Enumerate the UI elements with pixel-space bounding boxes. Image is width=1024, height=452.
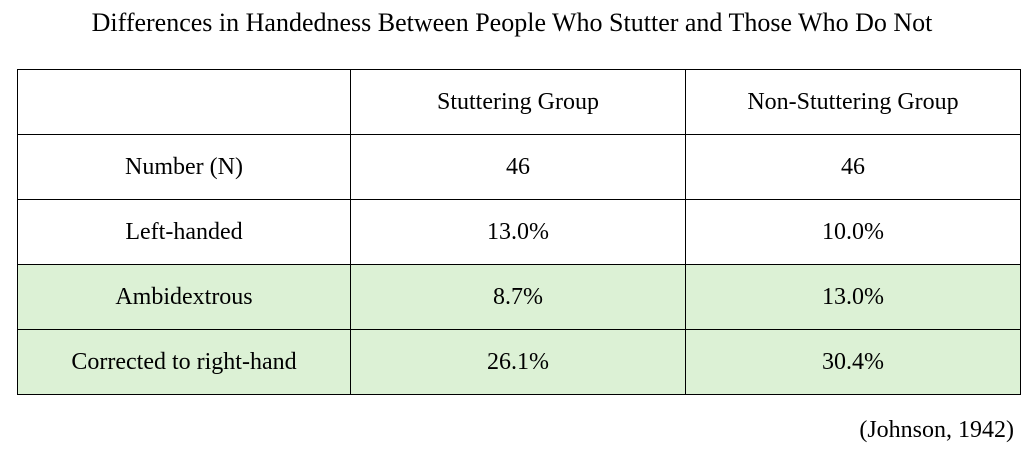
cell-number-non-stuttering: 46 — [685, 134, 1021, 200]
table-row: Number (N) 46 46 — [17, 134, 1021, 200]
handedness-table: Stuttering Group Non-Stuttering Group Nu… — [17, 69, 1021, 395]
header-cell-non-stuttering-group: Non-Stuttering Group — [685, 69, 1021, 135]
row-label-ambidextrous: Ambidextrous — [17, 264, 351, 330]
cell-left-handed-non-stuttering: 10.0% — [685, 199, 1021, 265]
header-row: Stuttering Group Non-Stuttering Group — [17, 69, 1021, 135]
table-row-highlighted: Ambidextrous 8.7% 13.0% — [17, 264, 1021, 330]
row-label-corrected-to-right-hand: Corrected to right-hand — [17, 329, 351, 395]
row-label-left-handed: Left-handed — [17, 199, 351, 265]
header-cell-empty — [17, 69, 351, 135]
table-row-highlighted: Corrected to right-hand 26.1% 30.4% — [17, 329, 1021, 395]
header-cell-stuttering-group: Stuttering Group — [350, 69, 686, 135]
cell-ambidextrous-non-stuttering: 13.0% — [685, 264, 1021, 330]
row-label-number: Number (N) — [17, 134, 351, 200]
cell-left-handed-stuttering: 13.0% — [350, 199, 686, 265]
source-citation: (Johnson, 1942) — [859, 417, 1014, 443]
cell-number-stuttering: 46 — [350, 134, 686, 200]
table-row: Left-handed 13.0% 10.0% — [17, 199, 1021, 265]
cell-ambidextrous-stuttering: 8.7% — [350, 264, 686, 330]
cell-corrected-stuttering: 26.1% — [350, 329, 686, 395]
table-title: Differences in Handedness Between People… — [91, 8, 933, 37]
cell-corrected-non-stuttering: 30.4% — [685, 329, 1021, 395]
